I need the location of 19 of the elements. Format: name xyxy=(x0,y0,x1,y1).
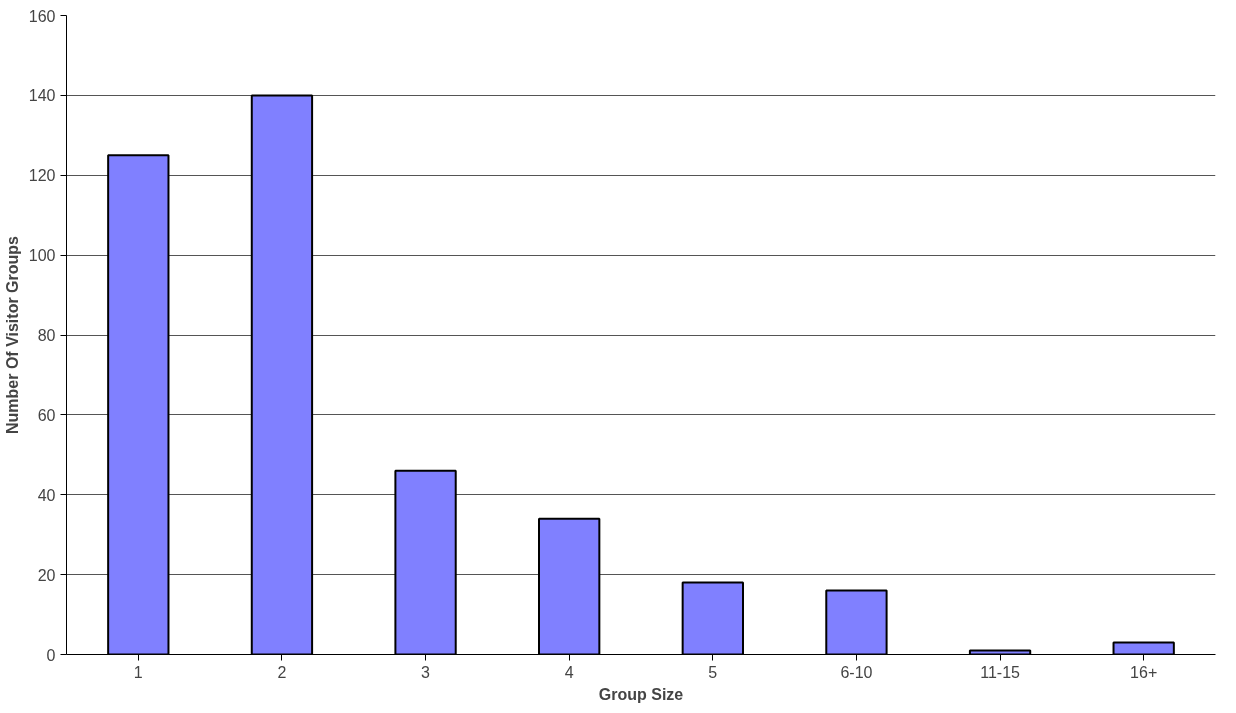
y-tick-label: 160 xyxy=(28,7,56,25)
x-tick-label: 2 xyxy=(277,663,287,681)
y-tick-label: 60 xyxy=(37,406,56,424)
y-axis-title: Number Of Visitor Groups xyxy=(3,235,21,434)
x-tick-label: 4 xyxy=(564,663,574,681)
y-tick-label: 20 xyxy=(37,566,56,584)
x-tick-label: 16+ xyxy=(1130,663,1158,681)
x-tick-label: 11-15 xyxy=(980,663,1021,681)
x-tick-label: 5 xyxy=(708,663,718,681)
y-tick-label: 40 xyxy=(37,486,56,504)
y-tick-label: 80 xyxy=(37,327,56,344)
x-tick-label: 3 xyxy=(421,663,431,681)
y-tick-label: 140 xyxy=(28,87,56,105)
y-tick-label: 0 xyxy=(46,646,56,664)
x-tick-label: 1 xyxy=(133,663,143,681)
y-tick-label: 120 xyxy=(28,167,56,185)
y-tick-label: 100 xyxy=(28,247,56,265)
x-tick-label: 6-10 xyxy=(840,663,873,681)
x-axis-title: Group Size xyxy=(598,685,684,703)
